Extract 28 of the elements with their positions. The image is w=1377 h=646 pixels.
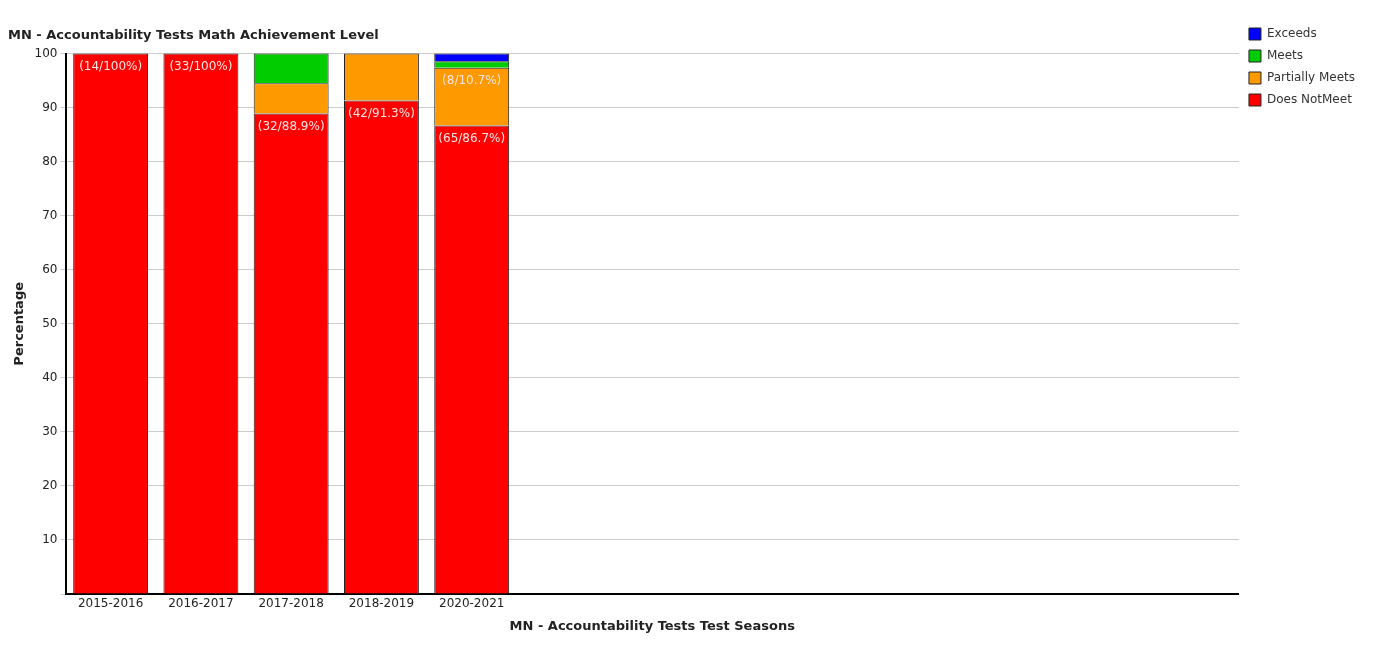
y-tick-label: 20 (42, 478, 58, 493)
y-tick-label: 80 (42, 153, 58, 168)
y-tick-label: 10 (42, 532, 58, 547)
y-tick-label: 70 (42, 207, 58, 222)
data-label: (42/91.3%) (348, 105, 415, 120)
x-tick-label: 2016-2017 (168, 596, 234, 611)
data-label: (33/100%) (169, 58, 233, 73)
x-tick-label: 2017-2018 (258, 596, 324, 611)
y-tick-label: 40 (42, 369, 58, 384)
legend-label: Exceeds (1266, 26, 1317, 41)
data-label: (32/88.9%) (257, 118, 325, 133)
x-tick-label: 2018-2019 (348, 596, 415, 611)
chart-title: MN - Accountability Tests Math Achievement Level (8, 27, 379, 43)
legend-label: Partially Meets (1266, 70, 1356, 85)
x-tick-label: 2015-2016 (77, 596, 144, 611)
legend-label: Does NotMeet (1266, 92, 1353, 107)
data-label: (14/100%) (79, 58, 143, 73)
x-tick-label: 2020-2021 (438, 596, 505, 611)
y-tick-label: 100 (34, 45, 58, 60)
y-tick-label: 50 (42, 315, 58, 330)
y-tick-label: 30 (42, 424, 58, 439)
y-tick-label: 60 (42, 261, 58, 276)
data-label: (65/86.7%) (438, 130, 506, 145)
legend-label: Meets (1266, 48, 1304, 63)
data-label: (8/10.7%) (442, 72, 502, 87)
x-axis-title: MN - Accountability Tests Test Seasons (509, 617, 796, 633)
y-axis-title: Percentage (11, 281, 27, 366)
y-tick-label: 90 (42, 99, 58, 114)
